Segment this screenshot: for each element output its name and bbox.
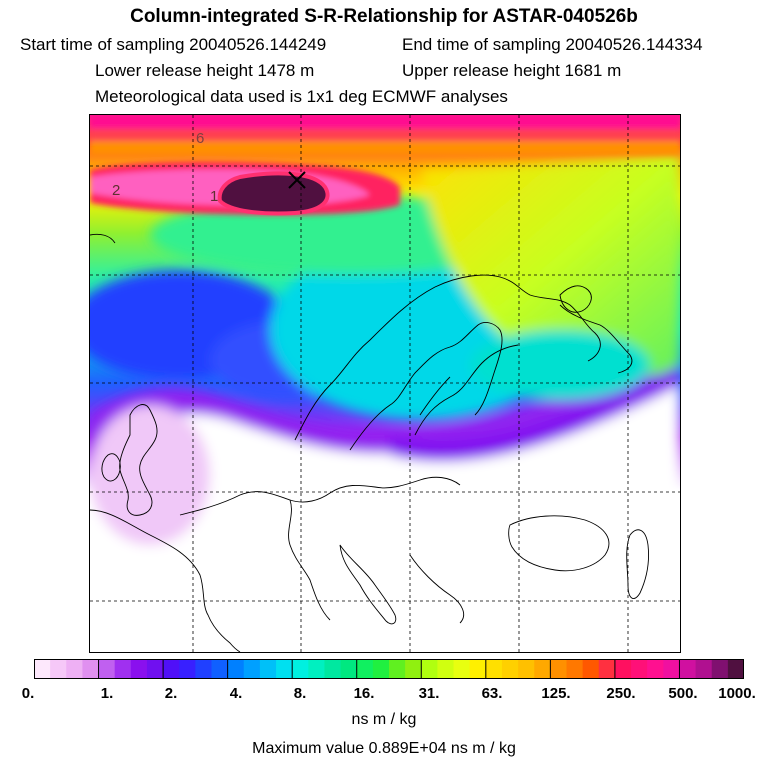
colorbar-cell (179, 659, 196, 679)
upper-release-label: Upper release height 1681 m (402, 61, 622, 80)
colorbar-cell (82, 659, 100, 679)
field-patches (90, 155, 680, 652)
colorbar-cell (340, 659, 358, 679)
colorbar-tick: 8. (293, 685, 307, 702)
colorbar-tick: 1000. (718, 685, 756, 702)
sensitivity-map: 6 2 1 (89, 114, 681, 653)
colorbar-border (34, 659, 744, 679)
colorbar-cell (356, 659, 374, 679)
colorbar-tick: 1. (100, 685, 114, 702)
colorbar-tick: 16. (353, 685, 375, 702)
colorbar-tick: 31. (418, 685, 440, 702)
colorbar-unit: ns m / kg (351, 711, 417, 728)
colorbar-tick: 500. (668, 685, 698, 702)
colorbar-cell (389, 659, 406, 679)
colorbar-cell (614, 659, 632, 679)
colorbar-cell (582, 659, 600, 679)
colorbar-cell (195, 659, 213, 679)
colorbar-cell (34, 659, 51, 679)
contour-label-6: 6 (196, 130, 204, 147)
colorbar-cell (485, 659, 503, 679)
colorbar-cell (259, 659, 277, 679)
contour-label-1: 1 (210, 188, 218, 205)
colorbar-cell (405, 659, 422, 679)
colorbar-cell (518, 659, 535, 679)
maximum-value-label: Maximum value 0.889E+04 ns m / kg (252, 740, 516, 757)
colorbar-tick: 0. (21, 685, 35, 702)
colorbar-cell (663, 659, 681, 679)
colorbar-cell (453, 659, 471, 679)
colorbar-cell (163, 659, 180, 679)
colorbar-cell (227, 659, 245, 679)
colorbar-cell (695, 659, 713, 679)
colorbar-tick: 4. (229, 685, 243, 702)
start-sampling-label: Start time of sampling 20040526.144249 (20, 35, 327, 54)
colorbar-cell (50, 659, 67, 679)
graticule (90, 115, 680, 652)
colorbar-cell (66, 659, 84, 679)
colorbar-cell (566, 659, 584, 679)
colorbar-cell (98, 659, 116, 679)
contour-label-2: 2 (112, 182, 120, 199)
end-sampling-label: End time of sampling 20040526.144334 (402, 35, 703, 54)
map-svg: 6 2 1 (90, 115, 680, 652)
colorbar-cell (711, 659, 729, 679)
colorbar-tick: 63. (481, 685, 503, 702)
colorbar-cell (276, 659, 293, 679)
colorbar-cell (114, 659, 132, 679)
colorbar-cell (647, 659, 664, 679)
colorbar-cell (292, 659, 309, 679)
colorbar-tick: 2. (164, 685, 178, 702)
colorbar-cell (308, 659, 326, 679)
colorbar-cell (437, 659, 455, 679)
colorbar-cell (727, 659, 744, 679)
plume-rim (217, 171, 330, 216)
colorbar-cell (469, 659, 487, 679)
colorbar-cell (679, 659, 697, 679)
colorbar-cell (146, 659, 164, 679)
coastlines (90, 233, 649, 652)
colorbar-cell (534, 659, 551, 679)
colorbar-cell (372, 659, 390, 679)
colorbar-cell (631, 659, 648, 679)
colorbar-cell (211, 659, 229, 679)
colorbar-cell (598, 659, 616, 679)
colorbar-cell (501, 659, 519, 679)
colorbar-cell (550, 659, 568, 679)
lower-release-label: Lower release height 1478 m (95, 61, 315, 80)
colorbar-cell (243, 659, 261, 679)
release-site-marker (288, 171, 306, 189)
colorbar-tick: 250. (606, 685, 636, 702)
colorbar-cell (324, 659, 342, 679)
chart-title: Column-integrated S-R-Relationship for A… (130, 6, 638, 27)
colorbar (34, 659, 744, 679)
colorbar-cell (421, 659, 439, 679)
colorbar-cell (130, 659, 148, 679)
met-data-label: Meteorological data used is 1x1 deg ECMW… (95, 87, 508, 106)
colorbar-tick: 125. (541, 685, 571, 702)
